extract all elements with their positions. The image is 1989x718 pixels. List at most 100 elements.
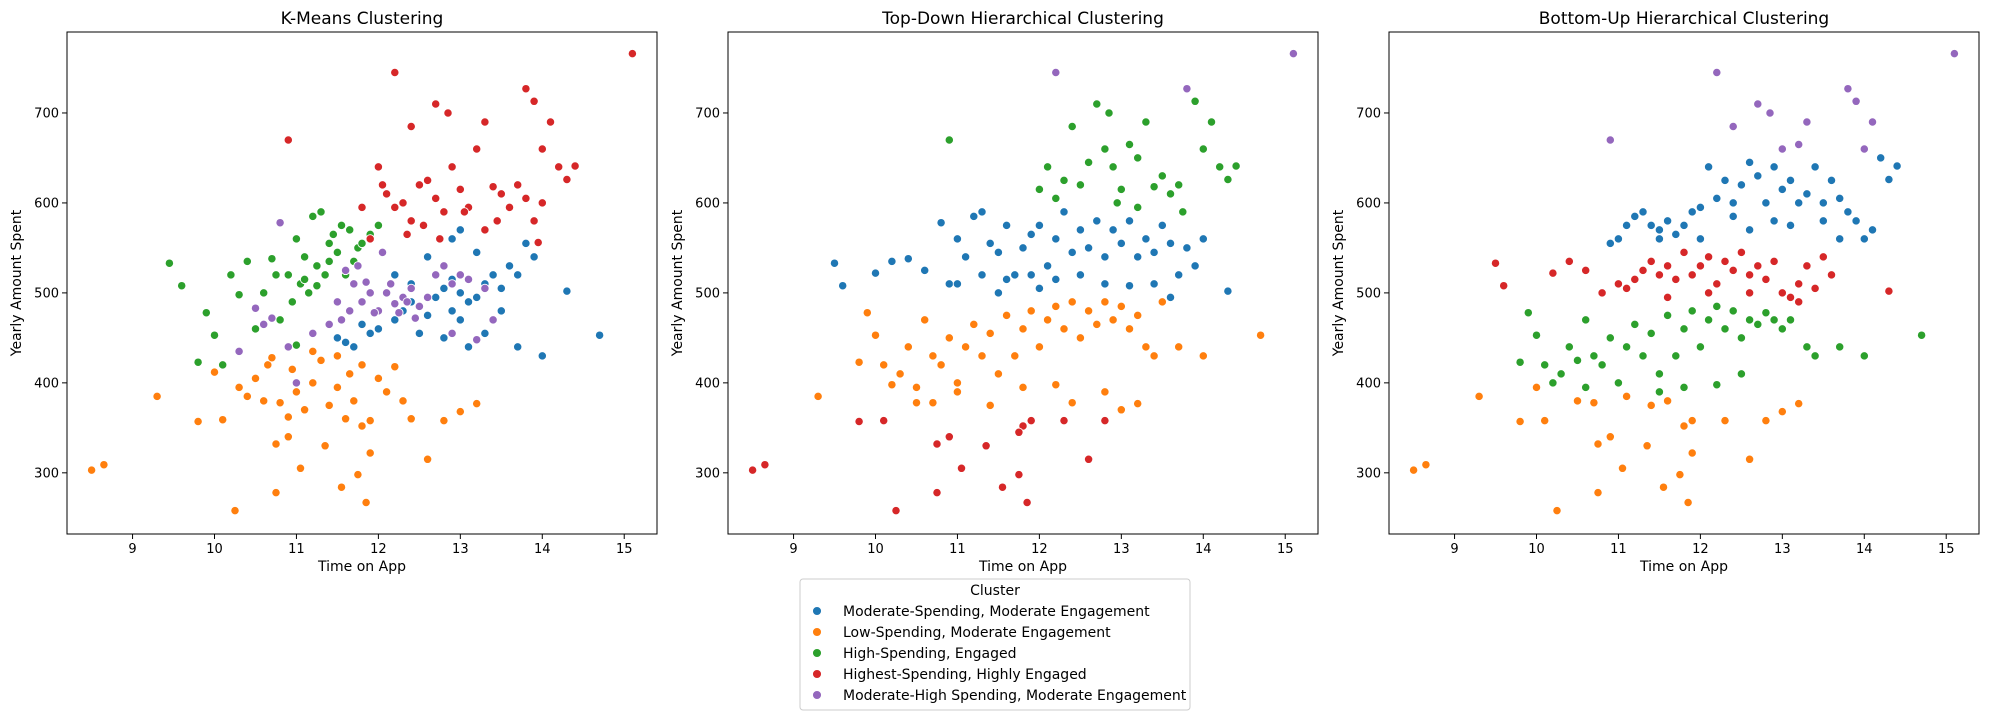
y-tick-label: 700 xyxy=(34,106,59,121)
data-point xyxy=(1141,117,1151,127)
data-point xyxy=(1231,161,1241,171)
data-point xyxy=(332,247,343,258)
data-point xyxy=(1593,439,1603,449)
data-point xyxy=(1165,292,1176,303)
data-point xyxy=(562,174,572,185)
data-point xyxy=(928,398,938,408)
data-point xyxy=(985,238,995,249)
data-point xyxy=(1067,398,1077,408)
data-point xyxy=(1605,432,1615,442)
y-axis-label: Yearly Amount Spent xyxy=(9,209,25,357)
data-point xyxy=(977,207,987,217)
data-point xyxy=(1712,380,1722,390)
y-tick-label: 400 xyxy=(1356,376,1381,391)
data-point xyxy=(1703,288,1714,298)
data-point xyxy=(1067,247,1077,258)
data-point xyxy=(1051,67,1061,78)
data-point xyxy=(308,328,318,339)
data-point xyxy=(1859,234,1869,244)
legend-label: High-Spending, Engaged xyxy=(843,646,1017,662)
data-point xyxy=(969,319,979,330)
data-point xyxy=(1100,252,1110,262)
data-point xyxy=(1703,162,1714,172)
data-point xyxy=(365,415,375,426)
data-point xyxy=(1581,382,1591,393)
data-point xyxy=(1564,256,1574,267)
data-point xyxy=(1067,121,1077,132)
data-point xyxy=(521,84,531,94)
data-point xyxy=(1157,297,1167,307)
data-point xyxy=(480,283,490,294)
data-point xyxy=(390,270,400,280)
legend-entry: Highest-Spending, Highly Engaged xyxy=(812,667,1087,683)
data-point xyxy=(299,252,310,262)
data-point xyxy=(398,198,408,208)
data-point xyxy=(271,270,281,280)
y-tick-label: 700 xyxy=(1356,106,1381,121)
data-point xyxy=(1687,270,1697,280)
data-point xyxy=(952,279,963,289)
data-point xyxy=(242,391,252,402)
data-point xyxy=(439,333,449,343)
data-point xyxy=(1695,202,1706,213)
data-point xyxy=(1133,252,1143,262)
data-point xyxy=(1777,406,1787,417)
data-point xyxy=(201,308,211,318)
data-point xyxy=(447,279,457,289)
data-point xyxy=(1572,396,1583,406)
data-point xyxy=(99,460,109,470)
data-point xyxy=(390,299,400,309)
data-point xyxy=(1621,220,1632,231)
data-point xyxy=(1034,342,1045,352)
data-point xyxy=(1712,301,1722,312)
data-point xyxy=(1630,319,1640,330)
legend-marker xyxy=(812,690,822,700)
data-point xyxy=(1785,292,1796,303)
data-point xyxy=(1769,162,1779,172)
data-point xyxy=(1059,324,1069,334)
data-point xyxy=(1190,96,1200,106)
data-point xyxy=(496,189,506,199)
data-point xyxy=(936,360,946,370)
data-point xyxy=(1474,391,1484,402)
data-point xyxy=(1761,274,1771,285)
data-point xyxy=(1051,380,1061,390)
data-point xyxy=(308,211,318,222)
data-point xyxy=(1785,315,1796,325)
data-point xyxy=(1215,162,1225,172)
data-point xyxy=(357,238,367,249)
data-point xyxy=(234,382,244,393)
data-point xyxy=(455,315,465,325)
data-point xyxy=(267,254,277,264)
data-point xyxy=(1802,189,1812,199)
data-point xyxy=(267,313,277,323)
data-point xyxy=(993,288,1004,298)
data-point xyxy=(1133,153,1143,163)
data-point xyxy=(537,351,547,361)
data-point xyxy=(1075,180,1086,190)
data-point xyxy=(345,369,355,379)
data-point xyxy=(1646,400,1656,411)
data-point xyxy=(570,161,580,171)
data-point xyxy=(891,505,901,516)
data-point xyxy=(480,117,490,127)
data-point xyxy=(1712,67,1722,78)
data-point xyxy=(1826,270,1837,280)
data-point xyxy=(504,202,515,213)
data-point xyxy=(406,216,416,226)
data-point xyxy=(1042,261,1053,271)
data-point xyxy=(267,353,277,363)
data-point xyxy=(357,319,367,330)
data-point xyxy=(529,216,539,226)
data-points xyxy=(1408,48,1960,516)
data-point xyxy=(472,292,482,303)
data-point xyxy=(439,207,449,217)
data-point xyxy=(1092,216,1102,226)
data-point xyxy=(920,265,930,276)
data-point xyxy=(1876,153,1886,163)
data-point xyxy=(1695,261,1706,271)
data-point xyxy=(1744,454,1755,464)
data-point xyxy=(1174,180,1184,190)
series-1 xyxy=(1605,153,1902,249)
data-point xyxy=(164,258,175,268)
